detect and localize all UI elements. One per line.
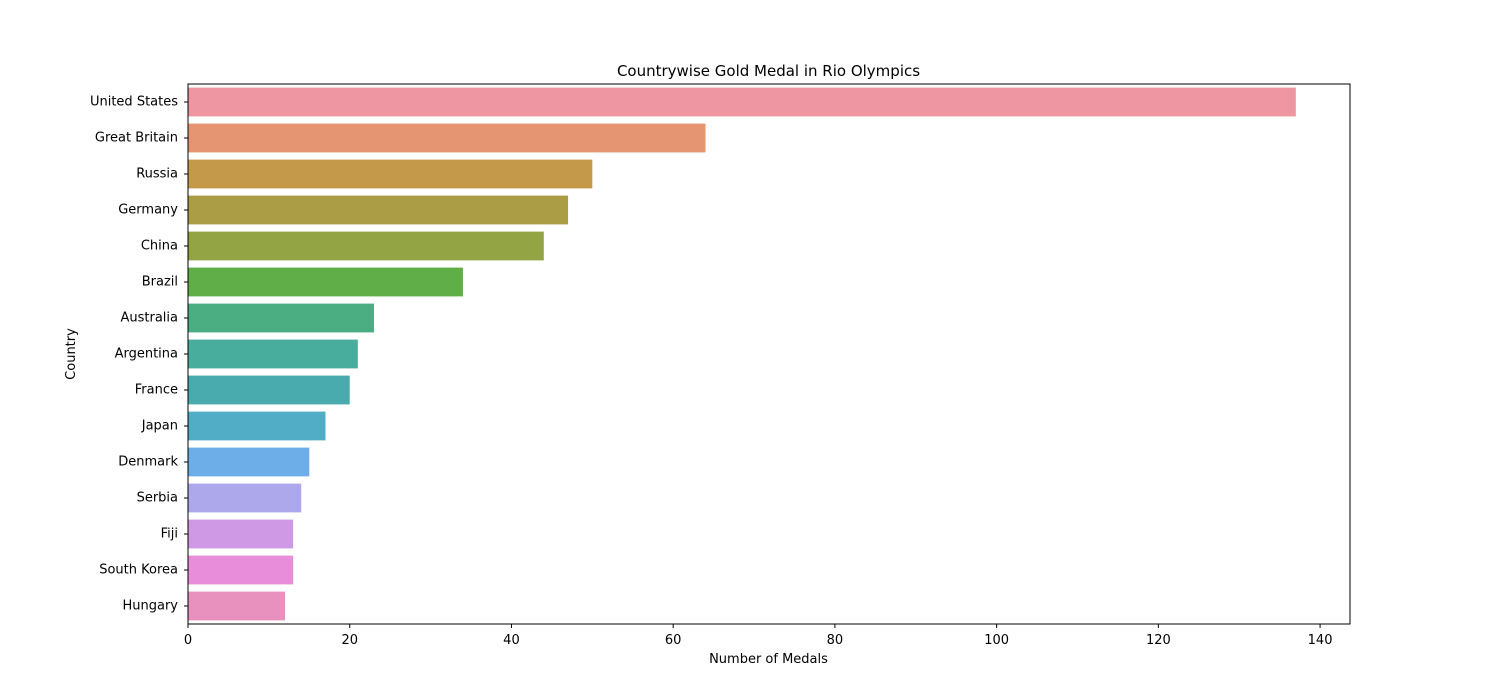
bar-fiji [188, 519, 294, 549]
bars-group [188, 87, 1296, 621]
y-tick-label: Great Britain [95, 131, 178, 146]
y-tick-label: Australia [120, 311, 178, 326]
bar-china [188, 231, 544, 261]
x-tick-label: 40 [503, 633, 520, 648]
bar-brazil [188, 267, 463, 297]
y-tick-label: United States [90, 95, 178, 110]
bar-france [188, 375, 350, 405]
x-tick-label: 120 [1146, 633, 1171, 648]
x-tick-label: 140 [1308, 633, 1333, 648]
y-tick-label: France [135, 383, 178, 398]
y-axis-ticks: United States Great Britain Russia Germany C… [90, 95, 188, 614]
bar-japan [188, 411, 326, 441]
x-tick-label: 80 [827, 633, 844, 648]
bar-serbia [188, 483, 302, 513]
bar-hungary [188, 591, 286, 621]
y-tick-label: South Korea [99, 563, 178, 578]
bar-united-states [188, 87, 1296, 117]
y-tick-label: China [141, 239, 178, 254]
bar-south-korea [188, 555, 294, 585]
bar-argentina [188, 339, 358, 369]
y-tick-label: Argentina [115, 347, 178, 362]
x-axis-label: Number of Medals [709, 652, 828, 667]
x-tick-label: 100 [984, 633, 1009, 648]
x-tick-label: 60 [665, 633, 682, 648]
bar-australia [188, 303, 374, 333]
x-tick-label: 0 [184, 633, 192, 648]
bar-great-britain [188, 123, 706, 153]
bar-denmark [188, 447, 310, 477]
y-tick-label: Serbia [137, 491, 178, 506]
bar-germany [188, 195, 569, 225]
y-tick-label: Russia [136, 167, 178, 182]
y-tick-label: Brazil [142, 275, 178, 290]
y-axis-label: Country [64, 328, 79, 380]
y-tick-label: Denmark [118, 455, 178, 470]
y-tick-label: Japan [141, 419, 178, 434]
y-tick-label: Germany [118, 203, 178, 218]
x-axis-ticks: 0 20 40 60 80 100 120 140 [184, 624, 1333, 648]
plot-frame [187, 83, 1351, 625]
chart-title: Countrywise Gold Medal in Rio Olympics [617, 62, 920, 80]
x-tick-label: 20 [341, 633, 358, 648]
y-tick-label: Hungary [122, 599, 178, 614]
y-tick-label: Fiji [161, 527, 178, 542]
bar-russia [188, 159, 593, 189]
